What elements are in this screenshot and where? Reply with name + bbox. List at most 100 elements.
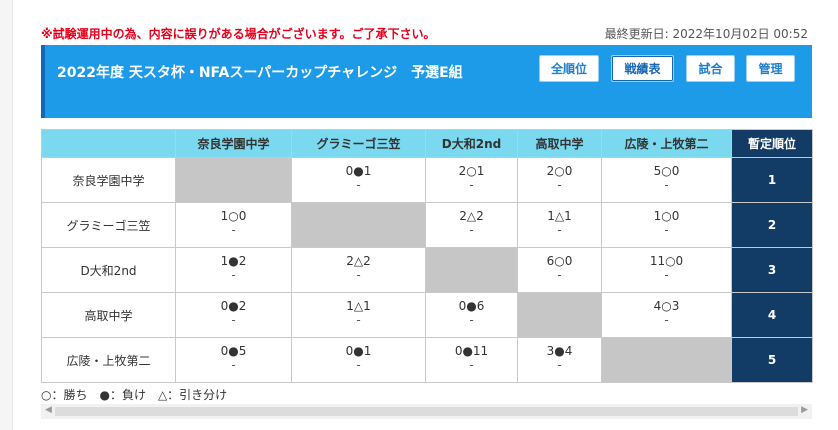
match-sub: - xyxy=(664,178,669,192)
result-cell[interactable]: 2△2- xyxy=(425,202,518,248)
result-cell[interactable]: 0●2- xyxy=(175,292,292,338)
result-cell[interactable]: 3●4- xyxy=(517,337,602,383)
results-table: 奈良学園中学 グラミーゴ三笠 D大和2nd 高取中学 広陵・上牧第二 暫定順位 … xyxy=(41,129,813,383)
row-team-name: 高取中学 xyxy=(41,292,176,338)
result-cell[interactable]: 0●6- xyxy=(425,292,518,338)
table-row: 広陵・上牧第二 0●5-0●1-0●11-3●4-5 xyxy=(41,337,813,383)
column-header: D大和2nd xyxy=(425,129,518,158)
match-score: 2△2 xyxy=(459,209,484,223)
title-bar: 2022年度 天スタ杯・NFAスーパーカップチャレンジ 予選E組 xyxy=(41,45,812,118)
result-cell[interactable]: 1△1- xyxy=(517,202,602,248)
header-row: 奈良学園中学 グラミーゴ三笠 D大和2nd 高取中学 広陵・上牧第二 暫定順位 xyxy=(41,129,813,158)
match-sub: - xyxy=(469,358,474,372)
page-title: 2022年度 天スタ杯・NFAスーパーカップチャレンジ 予選E組 xyxy=(57,65,463,81)
title-accent xyxy=(41,45,45,118)
match-sub: - xyxy=(469,313,474,327)
result-cell[interactable]: 4○3- xyxy=(601,292,732,338)
match-score: 1○0 xyxy=(220,209,247,223)
table-row: 高取中学 0●2-1△1-0●6-4○3-4 xyxy=(41,292,813,338)
match-score: 3●4 xyxy=(546,344,573,358)
provisional-rank: 4 xyxy=(731,292,813,338)
column-header: 広陵・上牧第二 xyxy=(601,129,732,158)
match-sub: - xyxy=(356,178,361,192)
provisional-rank: 3 xyxy=(731,247,813,293)
match-score: 0●5 xyxy=(220,344,247,358)
table-row: グラミーゴ三笠 1○0-2△2-1△1-1○0-2 xyxy=(41,202,813,248)
horizontal-scrollbar[interactable]: ◀ ▶ xyxy=(41,404,812,419)
match-sub: - xyxy=(356,268,361,282)
match-sub: - xyxy=(557,358,562,372)
match-score: 5○0 xyxy=(653,164,680,178)
match-score: 0●1 xyxy=(345,164,372,178)
row-team-name: 奈良学園中学 xyxy=(41,157,176,203)
row-team-name: D大和2nd xyxy=(41,247,176,293)
manage-button[interactable]: 管理 xyxy=(746,55,795,82)
match-sub: - xyxy=(469,178,474,192)
match-score: 1△1 xyxy=(346,299,371,313)
legend: ○：勝ち ●：負け △：引き分け xyxy=(41,388,228,402)
match-score: 0●6 xyxy=(458,299,485,313)
result-cell[interactable]: 0●5- xyxy=(175,337,292,383)
match-score: 1○0 xyxy=(653,209,680,223)
self-match-cell xyxy=(425,247,518,293)
match-score: 6○0 xyxy=(546,254,573,268)
result-cell[interactable]: 0●1- xyxy=(291,157,426,203)
match-score: 4○3 xyxy=(653,299,680,313)
rank-header: 暫定順位 xyxy=(731,129,813,158)
match-sub: - xyxy=(231,223,236,237)
scrollbar-thumb[interactable] xyxy=(55,407,798,416)
table-row: 奈良学園中学 0●1-2○1-2○0-5○0-1 xyxy=(41,157,813,203)
match-sub: - xyxy=(557,178,562,192)
last-updated: 最終更新日: 2022年10月02日 00:52 xyxy=(604,27,808,41)
result-cell[interactable]: 1●2- xyxy=(175,247,292,293)
column-header: 奈良学園中学 xyxy=(175,129,292,158)
result-cell[interactable]: 0●1- xyxy=(291,337,426,383)
match-score: 0●11 xyxy=(454,344,489,358)
row-team-name: 広陵・上牧第二 xyxy=(41,337,176,383)
result-cell[interactable]: 2○1- xyxy=(425,157,518,203)
match-score: 11○0 xyxy=(649,254,684,268)
column-header: 高取中学 xyxy=(517,129,602,158)
self-match-cell xyxy=(175,157,292,203)
corner-cell xyxy=(41,129,176,158)
provisional-rank: 1 xyxy=(731,157,813,203)
match-sub: - xyxy=(356,313,361,327)
provisional-rank: 5 xyxy=(731,337,813,383)
result-cell[interactable]: 2△2- xyxy=(291,247,426,293)
standings-button[interactable]: 全順位 xyxy=(539,55,599,82)
provisional-rank: 2 xyxy=(731,202,813,248)
result-cell[interactable]: 5○0- xyxy=(601,157,732,203)
match-sub: - xyxy=(557,223,562,237)
result-cell[interactable]: 11○0- xyxy=(601,247,732,293)
trial-notice: ※試験運用中の為、内容に誤りがある場合がございます。ご了承下さい。 xyxy=(41,27,436,41)
result-cell[interactable]: 6○0- xyxy=(517,247,602,293)
scroll-left-icon[interactable]: ◀ xyxy=(45,405,52,415)
result-cell[interactable]: 1○0- xyxy=(175,202,292,248)
self-match-cell xyxy=(291,202,426,248)
match-sub: - xyxy=(664,313,669,327)
match-sub: - xyxy=(231,358,236,372)
result-cell[interactable]: 1△1- xyxy=(291,292,426,338)
match-sub: - xyxy=(469,223,474,237)
self-match-cell xyxy=(517,292,602,338)
match-score: 0●2 xyxy=(220,299,247,313)
result-cell[interactable]: 1○0- xyxy=(601,202,732,248)
column-header: グラミーゴ三笠 xyxy=(291,129,426,158)
match-score: 2○1 xyxy=(458,164,485,178)
result-cell[interactable]: 2○0- xyxy=(517,157,602,203)
match-score: 0●1 xyxy=(345,344,372,358)
result-cell[interactable]: 0●11- xyxy=(425,337,518,383)
match-sub: - xyxy=(664,223,669,237)
match-score: 2○0 xyxy=(546,164,573,178)
results-button[interactable]: 戦績表 xyxy=(611,55,674,82)
match-sub: - xyxy=(231,268,236,282)
self-match-cell xyxy=(601,337,732,383)
page-scrollbar[interactable] xyxy=(0,0,13,430)
match-sub: - xyxy=(557,268,562,282)
match-sub: - xyxy=(231,313,236,327)
scroll-right-icon[interactable]: ▶ xyxy=(801,405,808,415)
match-sub: - xyxy=(664,268,669,282)
match-score: 2△2 xyxy=(346,254,371,268)
matches-button[interactable]: 試合 xyxy=(686,55,735,82)
table-row: D大和2nd 1●2-2△2-6○0-11○0-3 xyxy=(41,247,813,293)
